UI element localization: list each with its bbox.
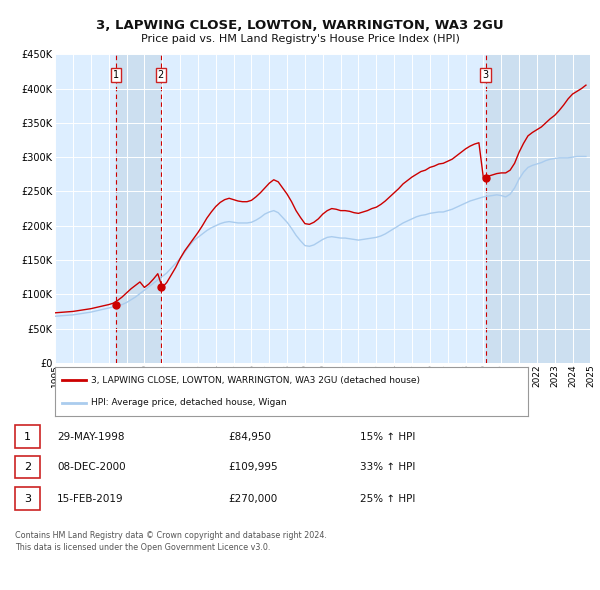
Text: 33% ↑ HPI: 33% ↑ HPI [360,463,415,472]
Text: 3: 3 [482,70,488,80]
Text: 3, LAPWING CLOSE, LOWTON, WARRINGTON, WA3 2GU (detached house): 3, LAPWING CLOSE, LOWTON, WARRINGTON, WA… [91,376,419,385]
Text: 15% ↑ HPI: 15% ↑ HPI [360,432,415,441]
Bar [116,54,161,363]
Text: 2: 2 [158,70,164,80]
Text: £84,950: £84,950 [228,432,271,441]
Text: 3: 3 [24,494,31,503]
Text: 15-FEB-2019: 15-FEB-2019 [57,494,124,503]
Text: This data is licensed under the Open Government Licence v3.0.: This data is licensed under the Open Gov… [15,543,271,552]
Text: 3, LAPWING CLOSE, LOWTON, WARRINGTON, WA3 2GU: 3, LAPWING CLOSE, LOWTON, WARRINGTON, WA… [96,19,504,32]
Text: HPI: Average price, detached house, Wigan: HPI: Average price, detached house, Wiga… [91,398,286,407]
Text: 25% ↑ HPI: 25% ↑ HPI [360,494,415,503]
Text: 08-DEC-2000: 08-DEC-2000 [57,463,125,472]
Text: 1: 1 [24,432,31,441]
Bar [485,54,590,363]
Text: £270,000: £270,000 [228,494,277,503]
Text: 1: 1 [113,70,119,80]
Text: 29-MAY-1998: 29-MAY-1998 [57,432,125,441]
Text: £109,995: £109,995 [228,463,278,472]
Text: Price paid vs. HM Land Registry's House Price Index (HPI): Price paid vs. HM Land Registry's House … [140,34,460,44]
Text: 2: 2 [24,463,31,472]
Text: Contains HM Land Registry data © Crown copyright and database right 2024.: Contains HM Land Registry data © Crown c… [15,531,327,540]
